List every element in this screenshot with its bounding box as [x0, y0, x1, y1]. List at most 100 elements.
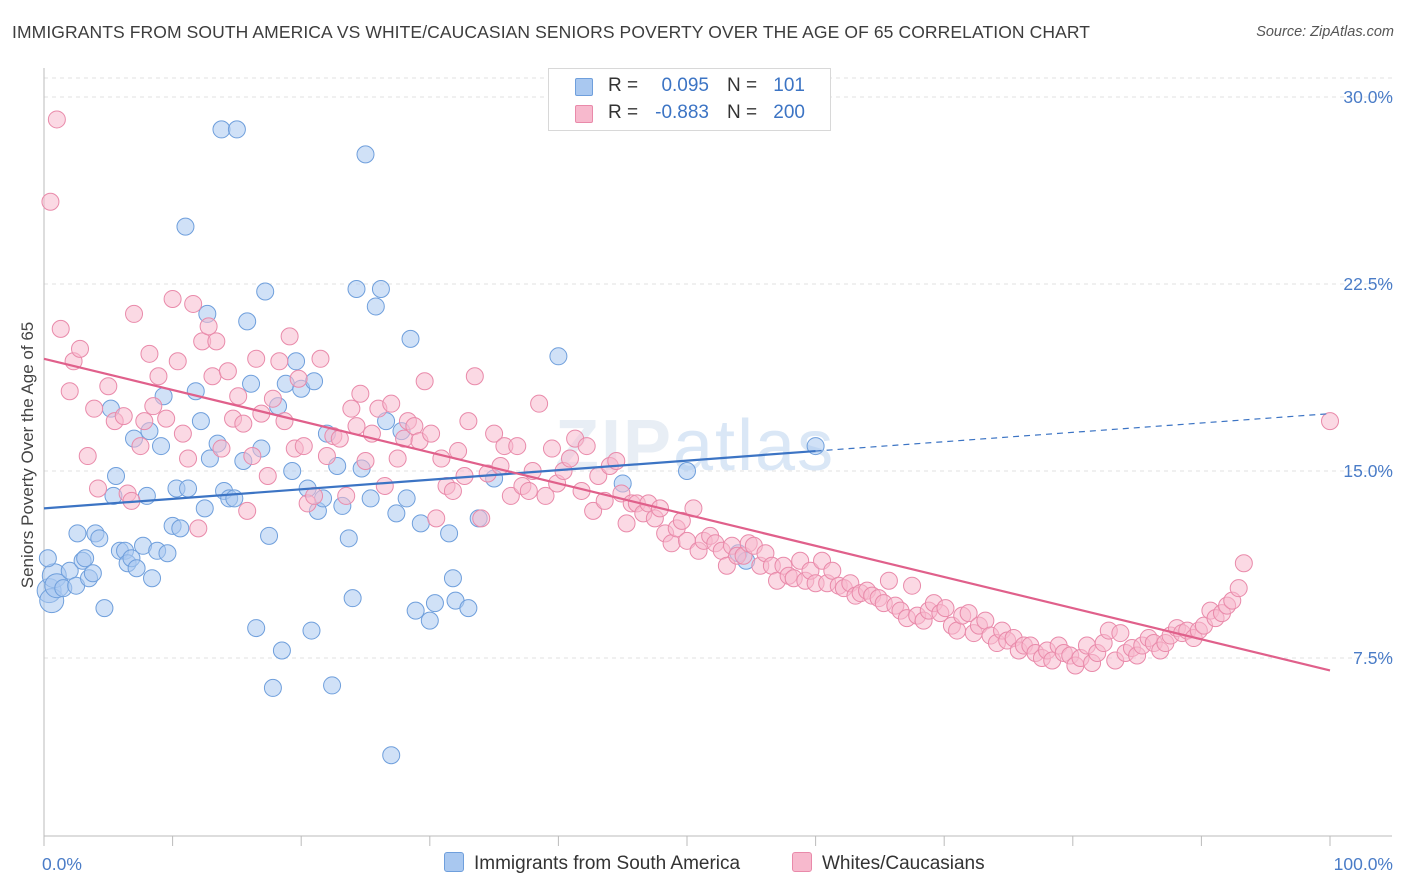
data-point — [90, 529, 109, 548]
data-point — [536, 486, 555, 505]
data-point — [317, 447, 336, 466]
data-point — [247, 619, 266, 638]
data-point — [127, 559, 146, 578]
data-point — [415, 372, 434, 391]
grid-lines — [44, 77, 1392, 659]
legend-n-value: 200 — [773, 102, 805, 123]
data-point — [405, 417, 424, 436]
data-point — [247, 349, 266, 368]
legend-swatch-whites — [575, 105, 593, 123]
data-point — [465, 367, 484, 386]
data-point — [163, 289, 182, 308]
data-point — [508, 437, 527, 456]
data-point — [68, 524, 87, 543]
data-point — [371, 279, 390, 298]
legend-row-immigrants: R = 0.095 N = 101 — [549, 74, 830, 100]
data-point — [107, 466, 126, 485]
trend-line-extension — [815, 413, 1331, 452]
data-point — [140, 344, 159, 363]
data-point — [242, 374, 261, 393]
data-point — [425, 594, 444, 613]
data-point — [99, 377, 118, 396]
data-point — [260, 526, 279, 545]
trend-line — [43, 357, 1331, 672]
legend-swatch-immigrants — [444, 852, 464, 872]
series-legend: Immigrants from South America Whites/Cau… — [0, 852, 1406, 878]
data-point — [305, 486, 324, 505]
chart-title: IMMIGRANTS FROM SOUTH AMERICA VS WHITE/C… — [12, 22, 1091, 42]
data-point — [678, 462, 696, 480]
y-tick-label: 15.0% — [1343, 461, 1393, 481]
data-point — [351, 384, 370, 403]
data-point — [171, 519, 190, 538]
legend-label-whites: Whites/Caucasians — [822, 853, 985, 874]
data-point — [459, 412, 478, 431]
data-point — [199, 317, 218, 336]
data-point — [272, 641, 291, 660]
data-point — [443, 481, 462, 500]
data-point — [95, 599, 114, 618]
data-point — [294, 437, 313, 456]
data-point — [89, 479, 108, 498]
data-point — [157, 409, 176, 428]
data-point — [200, 449, 219, 468]
data-point — [382, 394, 401, 413]
data-point — [401, 329, 420, 348]
data-point — [78, 447, 97, 466]
data-point — [179, 449, 198, 468]
data-point — [243, 447, 262, 466]
y-tick-label: 7.5% — [1353, 648, 1393, 668]
data-point — [959, 604, 978, 623]
data-point — [184, 294, 203, 313]
data-point — [387, 504, 406, 523]
legend-swatch-immigrants — [575, 78, 593, 96]
data-point — [560, 449, 579, 468]
data-point — [422, 424, 441, 443]
tick-labels: 7.5% 15.0% 22.5% 30.0% 0.0% 100.0% — [42, 87, 1393, 874]
data-point — [342, 399, 361, 418]
data-point — [662, 534, 681, 553]
data-point — [323, 676, 342, 695]
data-point — [263, 678, 282, 697]
data-point — [263, 389, 282, 408]
data-point — [191, 412, 210, 431]
data-point — [472, 509, 491, 528]
data-point — [361, 489, 380, 508]
data-point — [143, 569, 162, 588]
data-point — [427, 509, 446, 528]
data-point — [114, 407, 133, 426]
data-point — [1321, 412, 1339, 431]
data-point — [144, 397, 163, 416]
data-point — [397, 489, 416, 508]
data-point — [218, 362, 237, 381]
data-point — [375, 476, 394, 495]
data-point — [71, 339, 90, 358]
data-point — [189, 519, 208, 538]
data-point — [289, 369, 308, 388]
data-point — [305, 372, 324, 391]
data-point — [549, 347, 568, 366]
legend-item-whites: Whites/Caucasians — [792, 852, 985, 875]
data-point — [356, 452, 375, 471]
legend-item-immigrants: Immigrants from South America — [444, 852, 740, 875]
data-point — [519, 481, 538, 500]
data-point — [302, 621, 321, 640]
data-point — [337, 486, 356, 505]
data-point — [903, 576, 922, 595]
data-point — [406, 601, 425, 620]
data-point — [948, 621, 967, 640]
data-point — [411, 514, 430, 533]
data-point — [229, 387, 248, 406]
data-point — [41, 192, 60, 211]
data-point — [195, 499, 214, 518]
data-point — [976, 611, 995, 630]
legend-r-label: R = — [608, 75, 639, 96]
data-point — [339, 529, 358, 548]
data-point — [270, 352, 289, 371]
data-point — [225, 489, 244, 508]
legend-n-label: N = — [727, 102, 758, 123]
trend-line — [43, 449, 816, 510]
legend-swatch-whites — [792, 852, 812, 872]
legend-label-immigrants: Immigrants from South America — [474, 853, 741, 874]
data-point — [530, 394, 549, 413]
